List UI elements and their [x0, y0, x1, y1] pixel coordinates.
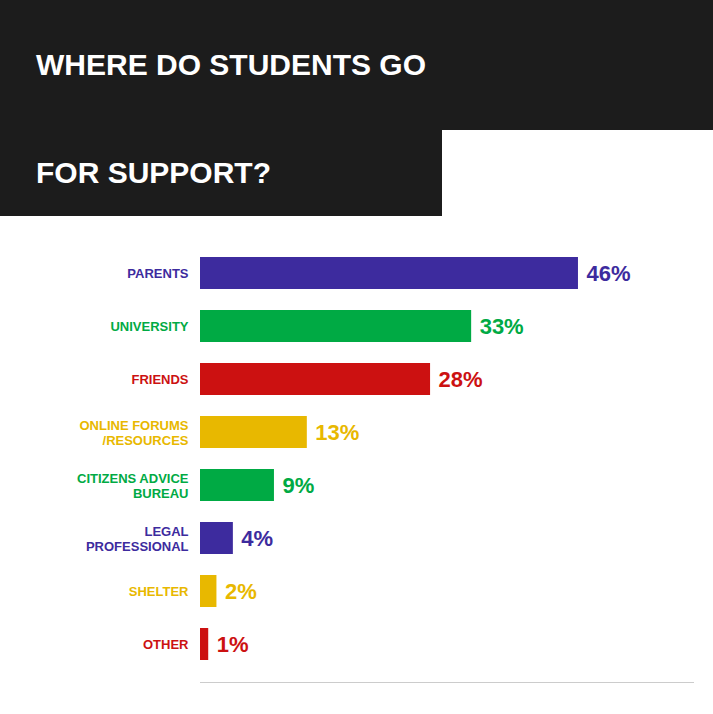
svg-text:SHELTER: SHELTER — [129, 584, 189, 599]
html-text:WHERE DO STUDENTS GO: WHERE DO STUDENTS GO — [36, 48, 426, 81]
svg-text:ONLINE FORUMS/RESOURCES: ONLINE FORUMS/RESOURCES — [79, 418, 188, 448]
svg-text:1%: 1% — [217, 632, 249, 657]
svg-text:4%: 4% — [241, 526, 273, 551]
svg-text:UNIVERSITY: UNIVERSITY — [110, 319, 188, 334]
svg-text:OTHER: OTHER — [143, 637, 189, 652]
html-text:FOR SUPPORT?: FOR SUPPORT? — [36, 156, 271, 189]
svg-text:PARENTS: PARENTS — [127, 266, 188, 281]
svg-text:13%: 13% — [315, 420, 359, 445]
svg-text:CITIZENS ADVICEBUREAU: CITIZENS ADVICEBUREAU — [77, 471, 189, 501]
svg-text:9%: 9% — [282, 473, 314, 498]
svg-text:FRIENDS: FRIENDS — [131, 372, 188, 387]
svg-text:LEGALPROFESSIONAL: LEGALPROFESSIONAL — [86, 524, 189, 554]
svg-text:46%: 46% — [586, 261, 630, 286]
svg-text:28%: 28% — [439, 367, 483, 392]
svg-text:2%: 2% — [225, 579, 257, 604]
svg-text:33%: 33% — [480, 314, 524, 339]
